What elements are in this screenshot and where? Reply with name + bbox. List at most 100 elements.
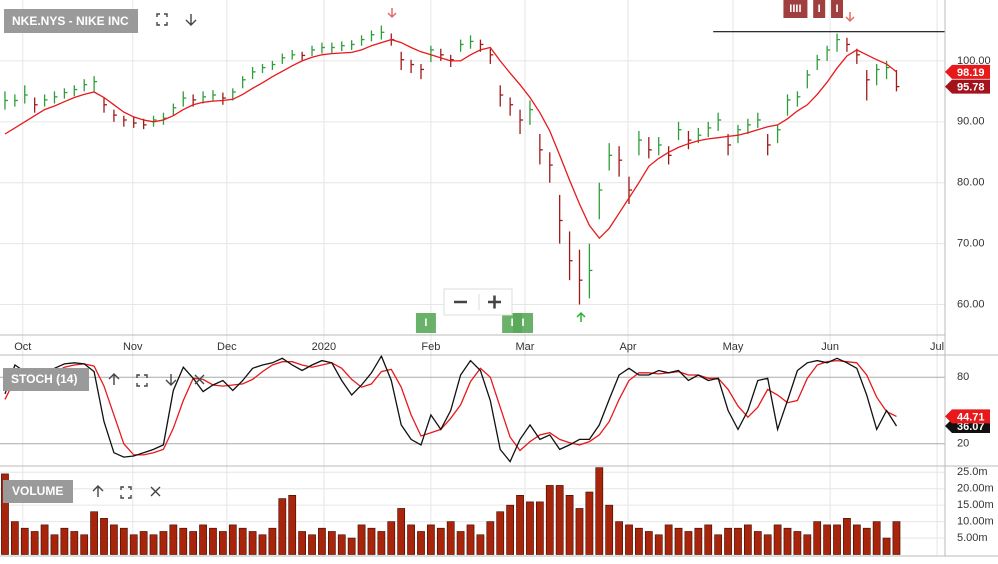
volume-bar bbox=[516, 494, 524, 555]
volume-bar bbox=[446, 521, 455, 555]
marks bbox=[1, 0, 945, 555]
close-icon[interactable] bbox=[194, 374, 205, 385]
volume-bar bbox=[10, 521, 19, 555]
volume-bar bbox=[882, 537, 891, 555]
event-marker bbox=[831, 0, 844, 18]
moving-average-line bbox=[4, 38, 897, 240]
volume-bar bbox=[417, 531, 425, 555]
up-icon[interactable] bbox=[108, 373, 120, 385]
volume-bar bbox=[30, 531, 39, 555]
volume-bar bbox=[585, 491, 594, 555]
close-icon[interactable] bbox=[150, 486, 161, 497]
event-label: I bbox=[521, 317, 524, 329]
down-icon[interactable] bbox=[165, 374, 177, 386]
volume-bar bbox=[753, 531, 762, 555]
x-tick-label: Dec bbox=[217, 341, 237, 353]
volume-bar bbox=[298, 531, 306, 555]
event-marker bbox=[783, 0, 808, 18]
volume-bar bbox=[843, 518, 851, 555]
volume-bar bbox=[377, 531, 386, 555]
volume-bar bbox=[892, 521, 901, 555]
volume-bar bbox=[674, 527, 683, 555]
volume-bar bbox=[456, 531, 465, 555]
volume-bar bbox=[278, 498, 287, 555]
volume-bar bbox=[595, 467, 604, 555]
panel-title: VOLUME bbox=[12, 484, 63, 498]
volume-bar bbox=[100, 518, 108, 555]
last-value-box bbox=[945, 64, 990, 79]
event-marker bbox=[415, 313, 436, 333]
event-label: IIII bbox=[789, 3, 801, 15]
y-tick-label: 20.00m bbox=[957, 483, 994, 495]
x-tick-label: Jul bbox=[930, 341, 944, 353]
volume-bar bbox=[169, 524, 178, 555]
title-box bbox=[3, 480, 73, 503]
volume-bar bbox=[238, 527, 247, 555]
event-marker bbox=[813, 0, 826, 18]
event-label: I bbox=[424, 317, 427, 329]
volume-bar bbox=[367, 527, 376, 555]
x-tick-label: May bbox=[723, 341, 744, 353]
volume-bar bbox=[60, 527, 69, 555]
expand-icon[interactable] bbox=[156, 13, 168, 26]
volume-bar bbox=[664, 524, 673, 555]
chart-title: NKE.NYS - NIKE INC bbox=[12, 14, 129, 28]
signal-arrow bbox=[576, 311, 586, 322]
volume-bar bbox=[506, 504, 515, 555]
volume-bar bbox=[407, 524, 415, 555]
volume-bar bbox=[724, 527, 732, 555]
volume-bar bbox=[347, 537, 356, 555]
volume-bar bbox=[565, 494, 574, 555]
volume-bar bbox=[535, 501, 544, 555]
volume-bar bbox=[625, 524, 633, 555]
volume-bar bbox=[110, 524, 118, 555]
down-icon[interactable] bbox=[185, 14, 197, 26]
last-value-label: 95.78 bbox=[957, 82, 985, 94]
volume-bar bbox=[129, 534, 138, 555]
volume-bar bbox=[803, 534, 812, 555]
stoch-d-line bbox=[4, 359, 897, 456]
y-tick-label: 80 bbox=[957, 371, 969, 383]
y-tick-label: 20 bbox=[957, 438, 969, 450]
x-tick-label: 2020 bbox=[312, 341, 336, 353]
y-tick-label: 60.00 bbox=[957, 298, 985, 310]
zoom-in-button[interactable] bbox=[488, 295, 501, 309]
volume-bar bbox=[476, 534, 485, 555]
volume-bar bbox=[387, 521, 396, 555]
title-box bbox=[3, 368, 89, 391]
volume-bar bbox=[357, 524, 366, 555]
volume-bar bbox=[644, 531, 653, 555]
y-tick-label: 25.0m bbox=[957, 466, 988, 478]
volume-bar bbox=[783, 527, 792, 555]
volume-bar bbox=[50, 534, 59, 555]
up-icon[interactable] bbox=[92, 485, 104, 497]
volume-bar bbox=[635, 527, 643, 555]
volume-bar bbox=[436, 527, 445, 555]
last-value-box bbox=[945, 409, 990, 424]
y-tick-label: 10.00m bbox=[957, 516, 994, 528]
event-marker bbox=[513, 313, 534, 333]
x-tick-label: Apr bbox=[619, 341, 636, 353]
last-value-label: 98.19 bbox=[957, 67, 985, 79]
volume-bar bbox=[248, 531, 257, 555]
expand-icon[interactable] bbox=[120, 486, 132, 499]
expand-icon[interactable] bbox=[136, 374, 148, 387]
volume-bar bbox=[833, 524, 841, 555]
y-tick-label: 80.00 bbox=[957, 177, 985, 189]
volume-bar bbox=[615, 521, 623, 555]
volume-bar bbox=[862, 527, 871, 555]
last-value-label: 44.71 bbox=[957, 411, 985, 423]
volume-bar bbox=[268, 527, 277, 555]
volume-bar bbox=[654, 534, 663, 555]
volume-bar bbox=[209, 527, 217, 555]
y-tick-label: 15.00m bbox=[957, 499, 994, 511]
volume-bar bbox=[575, 508, 584, 555]
x-tick-label: Jun bbox=[821, 341, 839, 353]
volume-bar bbox=[397, 508, 406, 555]
volume-bar bbox=[1, 473, 9, 555]
volume-bar bbox=[288, 494, 297, 555]
volume-bar bbox=[40, 524, 49, 555]
